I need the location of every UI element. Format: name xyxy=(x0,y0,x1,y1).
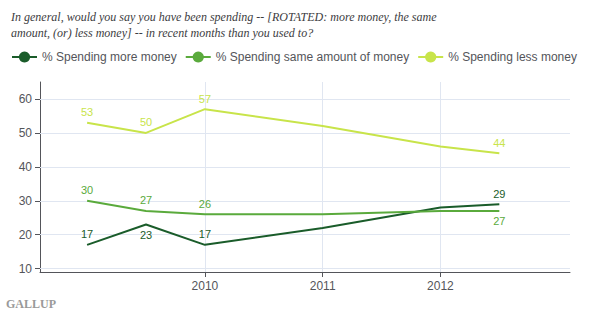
svg-text:amount, (or) less money] -- in: amount, (or) less money] -- in recent mo… xyxy=(11,26,313,40)
svg-text:% Spending same amount of mone: % Spending same amount of money xyxy=(216,50,409,64)
svg-text:53: 53 xyxy=(81,106,93,118)
svg-text:In general, would you say you: In general, would you say you have been … xyxy=(10,10,437,24)
svg-text:% Spending less money: % Spending less money xyxy=(448,50,577,64)
svg-text:2011: 2011 xyxy=(310,279,336,293)
svg-text:10: 10 xyxy=(19,262,33,276)
svg-text:2010: 2010 xyxy=(192,279,219,293)
svg-text:29: 29 xyxy=(493,188,505,200)
svg-text:23: 23 xyxy=(140,229,152,241)
svg-text:27: 27 xyxy=(493,215,505,227)
svg-text:27: 27 xyxy=(140,194,152,206)
svg-text:17: 17 xyxy=(81,228,93,240)
svg-text:2012: 2012 xyxy=(427,279,454,293)
svg-text:% Spending more money: % Spending more money xyxy=(42,50,177,64)
svg-text:20: 20 xyxy=(19,228,33,242)
svg-text:44: 44 xyxy=(493,137,505,149)
svg-text:17: 17 xyxy=(199,228,211,240)
svg-text:50: 50 xyxy=(19,126,33,140)
svg-text:50: 50 xyxy=(140,116,152,128)
svg-text:30: 30 xyxy=(81,184,93,196)
svg-text:30: 30 xyxy=(19,194,33,208)
svg-text:60: 60 xyxy=(19,92,33,106)
svg-text:57: 57 xyxy=(199,93,211,105)
svg-text:26: 26 xyxy=(199,198,211,210)
svg-text:40: 40 xyxy=(19,160,33,174)
svg-text:GALLUP: GALLUP xyxy=(6,297,56,311)
